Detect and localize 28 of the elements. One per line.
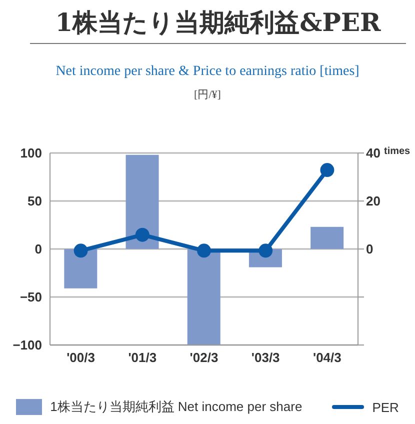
x-tick-label: '03/3 [251, 350, 280, 366]
x-tick-label: '00/3 [66, 350, 96, 366]
y-tick-label: 100 [20, 146, 42, 161]
y-tick-label: −100 [12, 338, 42, 353]
y2-tick-label: 0 [366, 242, 374, 257]
bar [310, 226, 344, 249]
point [258, 244, 273, 258]
x-tick-label: '02/3 [190, 350, 218, 366]
text: [円/¥] [194, 89, 221, 101]
bar [126, 154, 159, 249]
y2-tick-label: 40 [366, 146, 380, 161]
x-tick-label: '01/3 [128, 350, 157, 366]
legend-label: 1株当たり当期純利益 Net income per share [50, 398, 302, 416]
point [135, 228, 150, 242]
point [320, 163, 334, 178]
x-tick-label: '04/3 [312, 350, 342, 366]
point [197, 244, 211, 258]
chart-title: 1株当たり当期純利益&PER [30, 6, 406, 44]
chart-subtitle: Net income per share & Price to earnings ratio [times] [54, 64, 360, 80]
bar [187, 249, 220, 345]
legend-label: PER [372, 400, 399, 414]
bar [64, 249, 98, 288]
y-tick-label: 50 [28, 194, 42, 209]
y-tick-label: −50 [20, 290, 42, 305]
y2-tick-label: 20 [366, 194, 380, 209]
y2-axis-title: times [384, 146, 410, 157]
y-tick-label: 0 [34, 242, 42, 257]
point [74, 244, 88, 258]
